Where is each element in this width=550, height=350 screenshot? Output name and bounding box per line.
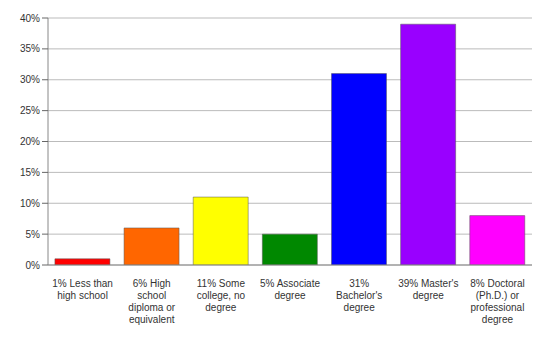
svg-text:1% Less thanhigh school: 1% Less thanhigh school (52, 278, 113, 301)
svg-text:5% Associatedegree: 5% Associatedegree (260, 278, 320, 301)
svg-text:6% Highschooldiploma orequival: 6% Highschooldiploma orequivalent (128, 278, 175, 325)
svg-text:11% Somecollege, nodegree: 11% Somecollege, nodegree (197, 278, 246, 313)
svg-text:5%: 5% (26, 229, 41, 240)
svg-text:10%: 10% (20, 198, 40, 209)
svg-text:15%: 15% (20, 167, 40, 178)
svg-text:0%: 0% (26, 260, 41, 271)
svg-text:39% Master'sdegree: 39% Master'sdegree (398, 278, 458, 301)
svg-text:20%: 20% (20, 136, 40, 147)
svg-text:8% Doctoral(Ph.D.) orprofessio: 8% Doctoral(Ph.D.) orprofessionaldegree (470, 278, 524, 325)
svg-text:35%: 35% (20, 43, 40, 54)
svg-text:30%: 30% (20, 74, 40, 85)
svg-text:40%: 40% (20, 13, 40, 24)
svg-text:31%Bachelor'sdegree: 31%Bachelor'sdegree (336, 278, 382, 313)
svg-text:25%: 25% (20, 105, 40, 116)
